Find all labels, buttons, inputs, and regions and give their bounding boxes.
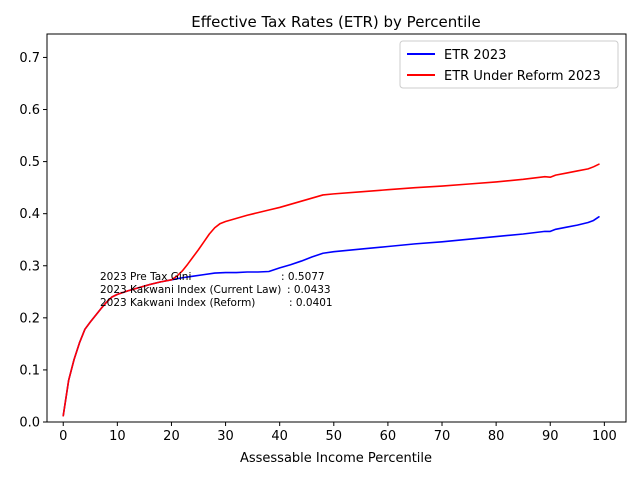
y-tick-label: 0.4 — [19, 207, 40, 222]
legend-label-etr-2023: ETR 2023 — [444, 48, 506, 63]
x-tick-label: 100 — [592, 429, 617, 444]
legend-box — [399, 40, 619, 89]
x-tick-label: 0 — [59, 429, 67, 444]
x-axis-label: Assessable Income Percentile — [240, 451, 432, 466]
series-line-0 — [62, 216, 600, 417]
x-tick-label: 90 — [542, 429, 559, 444]
y-tick-label: 0.2 — [19, 311, 40, 326]
legend: ETR 2023 ETR Under Reform 2023 — [399, 40, 619, 89]
annotation-value-gini: : 0.5077 — [281, 271, 325, 283]
statistics-annotation: 2023 Pre Tax Gini : 0.5077 2023 Kakwani … — [100, 271, 333, 309]
annotation-value-kakwani-current: : 0.0433 — [287, 284, 331, 296]
y-tick-label: 0.0 — [19, 416, 40, 431]
y-tick-label: 0.3 — [19, 259, 40, 274]
legend-label-etr-reform-2023: ETR Under Reform 2023 — [444, 69, 601, 84]
axes-frame — [46, 33, 627, 423]
chart-title: Effective Tax Rates (ETR) by Percentile — [191, 13, 480, 31]
x-tick-label: 40 — [271, 429, 288, 444]
y-tick-label: 0.6 — [19, 103, 40, 118]
x-tick-label: 50 — [326, 429, 343, 444]
x-tick-label: 30 — [217, 429, 234, 444]
x-tick-label: 80 — [488, 429, 505, 444]
x-tick-label: 60 — [380, 429, 397, 444]
series-line-1 — [62, 163, 600, 417]
y-tick-label: 0.5 — [19, 155, 40, 170]
y-tick-label: 0.7 — [19, 51, 40, 66]
annotation-value-kakwani-reform: : 0.0401 — [289, 297, 333, 309]
y-tick-label: 0.1 — [19, 363, 40, 378]
x-tick-label: 10 — [109, 429, 126, 444]
annotation-label-kakwani-reform: 2023 Kakwani Index (Reform) — [100, 297, 255, 309]
annotation-label-gini: 2023 Pre Tax Gini — [100, 271, 191, 283]
x-tick-label: 20 — [163, 429, 180, 444]
annotation-label-kakwani-current: 2023 Kakwani Index (Current Law) — [100, 284, 281, 296]
plot-area: 0 10 20 30 40 50 60 70 80 90 100 0.0 0.1 0.2 0.3 0.4 0.5… — [19, 33, 627, 444]
x-tick-label: 70 — [434, 429, 451, 444]
